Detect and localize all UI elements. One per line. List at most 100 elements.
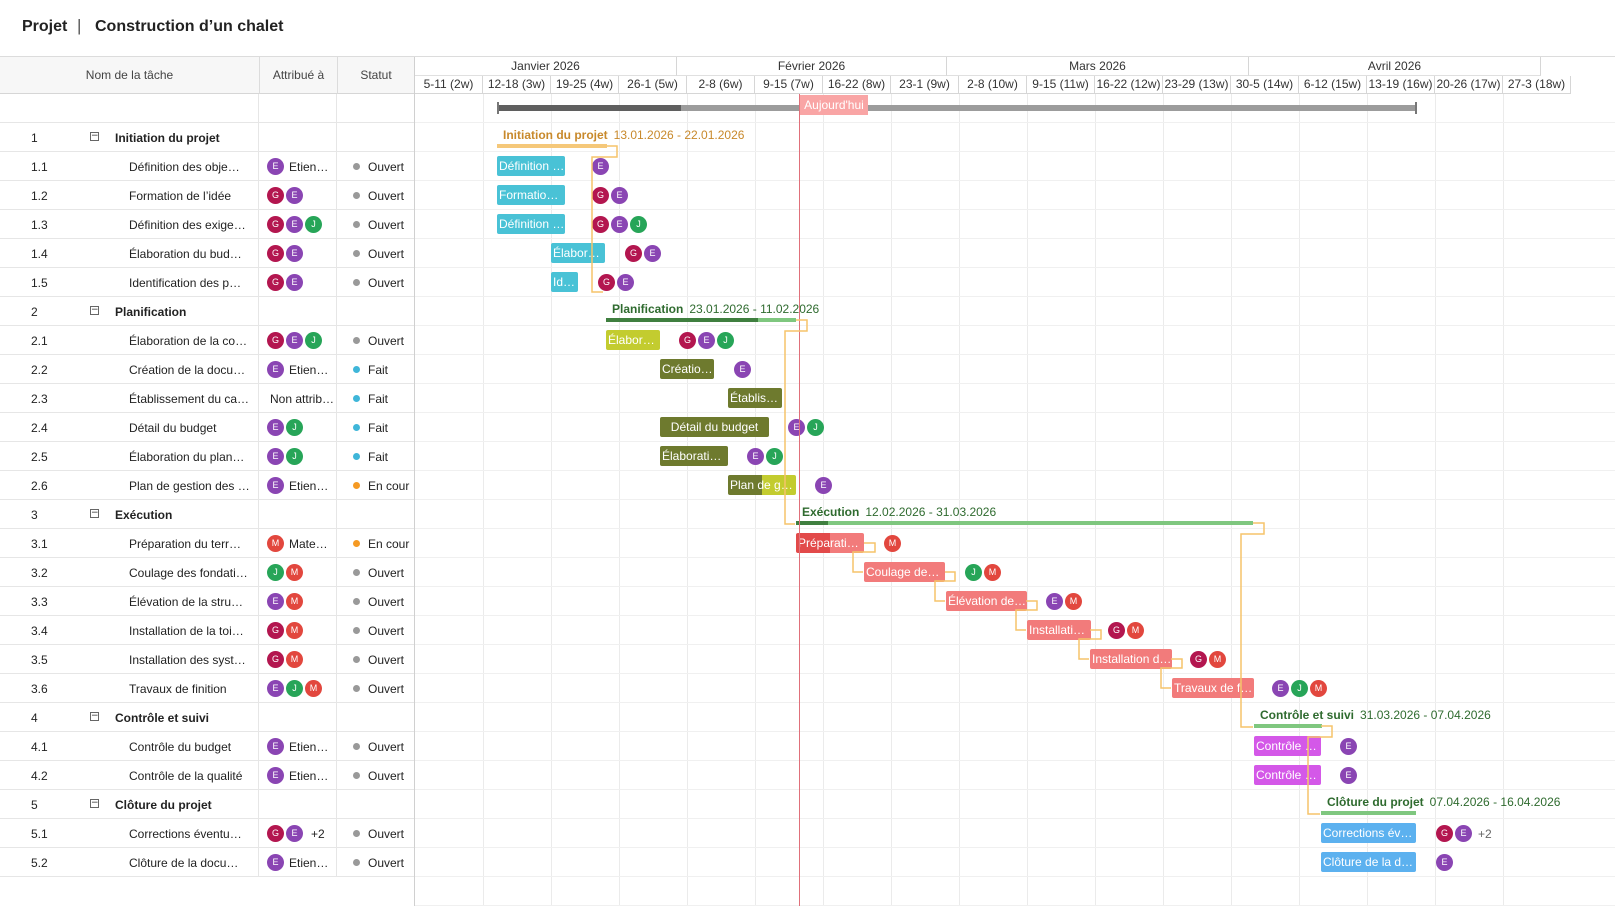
- group-row[interactable]: 4 − Contrôle et suivi: [0, 703, 414, 732]
- task-name-cell[interactable]: Définition des obje…: [68, 152, 259, 181]
- task-bar[interactable]: Corrections éve…: [1321, 823, 1416, 843]
- column-header-name[interactable]: Nom de la tâche: [0, 57, 260, 94]
- status-cell[interactable]: Fait: [337, 413, 414, 442]
- task-name-cell[interactable]: Détail du budget: [68, 413, 259, 442]
- task-row[interactable]: 5.2 Clôture de la docu… E Etien… Ouvert: [0, 848, 414, 877]
- task-bar[interactable]: Détail du budget: [660, 417, 769, 437]
- collapse-toggle-icon[interactable]: −: [90, 798, 99, 808]
- assignee-cell[interactable]: [259, 790, 337, 819]
- task-row[interactable]: 4.1 Contrôle du budget E Etien… Ouvert: [0, 732, 414, 761]
- status-cell[interactable]: Ouvert: [337, 268, 414, 297]
- dependency-link[interactable]: [852, 542, 876, 573]
- collapse-toggle-icon[interactable]: −: [90, 305, 99, 315]
- summary-bar[interactable]: [796, 521, 1253, 525]
- task-bar[interactable]: Élabora…: [606, 330, 660, 350]
- task-name-cell[interactable]: Définition des exige…: [68, 210, 259, 239]
- task-name-cell[interactable]: Formation de l’idée: [68, 181, 259, 210]
- status-cell[interactable]: Ouvert: [337, 848, 414, 877]
- task-bar[interactable]: Préparatio…: [796, 533, 864, 553]
- task-name-cell[interactable]: Élévation de la stru…: [68, 587, 259, 616]
- assignee-cell[interactable]: E Etien…: [259, 732, 337, 761]
- status-cell[interactable]: En cour: [337, 471, 414, 500]
- task-bar[interactable]: Définition …: [497, 156, 565, 176]
- task-bar[interactable]: Travaux de fi…: [1172, 678, 1254, 698]
- task-row[interactable]: 3.2 Coulage des fondati… J M Ouvert: [0, 558, 414, 587]
- column-header-assigned[interactable]: Attribué à: [260, 57, 338, 94]
- task-bar[interactable]: Élaboratio…: [660, 446, 728, 466]
- collapse-toggle-icon[interactable]: −: [90, 508, 99, 518]
- task-name-cell[interactable]: Élaboration du bud…: [68, 239, 259, 268]
- task-name-cell[interactable]: Travaux de finition: [68, 674, 259, 703]
- assignee-cell[interactable]: Non attrib…: [259, 384, 337, 413]
- dependency-link[interactable]: [784, 319, 808, 525]
- assignee-cell[interactable]: E Etien…: [259, 152, 337, 181]
- group-row[interactable]: 2 − Planification: [0, 297, 414, 326]
- status-cell[interactable]: Ouvert: [337, 819, 414, 848]
- collapse-toggle-icon[interactable]: −: [90, 711, 99, 721]
- task-row[interactable]: 1.4 Élaboration du bud… G E Ouvert: [0, 239, 414, 268]
- task-row[interactable]: 1.1 Définition des obje… E Etien… Ouvert: [0, 152, 414, 181]
- task-bar[interactable]: Créatio…: [660, 359, 714, 379]
- task-name-cell[interactable]: − Initiation du projet: [68, 123, 259, 152]
- dependency-link[interactable]: [1160, 658, 1183, 689]
- summary-bar[interactable]: [606, 318, 796, 322]
- task-name-cell[interactable]: Création de la docu…: [68, 355, 259, 384]
- task-name-cell[interactable]: Contrôle du budget: [68, 732, 259, 761]
- task-row[interactable]: 4.2 Contrôle de la qualité E Etien… Ouvert: [0, 761, 414, 790]
- task-row[interactable]: 3.5 Installation des syst… G M Ouvert: [0, 645, 414, 674]
- status-cell[interactable]: Ouvert: [337, 645, 414, 674]
- column-header-status[interactable]: Statut: [338, 57, 414, 94]
- task-row[interactable]: 1.2 Formation de l’idée G E Ouvert: [0, 181, 414, 210]
- task-bar[interactable]: Coulage des …: [864, 562, 945, 582]
- assignee-cell[interactable]: E Etien…: [259, 355, 337, 384]
- assignee-cell[interactable]: E Etien…: [259, 761, 337, 790]
- status-cell[interactable]: [337, 500, 414, 529]
- assignee-cell[interactable]: [259, 123, 337, 152]
- task-row[interactable]: 2.3 Établissement du ca… Non attrib… Fait: [0, 384, 414, 413]
- status-cell[interactable]: En cour: [337, 529, 414, 558]
- task-name-cell[interactable]: − Clôture du projet: [68, 790, 259, 819]
- task-bar[interactable]: Id…: [551, 272, 578, 292]
- task-bar[interactable]: Définition …: [497, 214, 565, 234]
- dependency-link[interactable]: [1015, 600, 1038, 631]
- task-row[interactable]: 2.4 Détail du budget E J Fait: [0, 413, 414, 442]
- group-row[interactable]: 5 − Clôture du projet: [0, 790, 414, 819]
- status-cell[interactable]: Ouvert: [337, 558, 414, 587]
- assignee-cell[interactable]: [259, 297, 337, 326]
- assignee-cell[interactable]: M Mate…: [259, 529, 337, 558]
- task-name-cell[interactable]: Identification des p…: [68, 268, 259, 297]
- task-bar[interactable]: Plan de g…: [728, 475, 796, 495]
- group-row[interactable]: 1 − Initiation du projet: [0, 123, 414, 152]
- status-cell[interactable]: Ouvert: [337, 587, 414, 616]
- assignee-cell[interactable]: E Etien…: [259, 848, 337, 877]
- task-name-cell[interactable]: Élaboration du plan…: [68, 442, 259, 471]
- task-name-cell[interactable]: Installation des syst…: [68, 645, 259, 674]
- task-row[interactable]: 3.3 Élévation de la stru… E M Ouvert: [0, 587, 414, 616]
- collapse-toggle-icon[interactable]: −: [90, 131, 99, 141]
- task-name-cell[interactable]: Établissement du ca…: [68, 384, 259, 413]
- dependency-link[interactable]: [934, 571, 956, 602]
- task-row[interactable]: 5.1 Corrections éventu… G E +2 Ouvert: [0, 819, 414, 848]
- task-name-cell[interactable]: Coulage des fondati…: [68, 558, 259, 587]
- status-cell[interactable]: Fait: [337, 384, 414, 413]
- task-name-cell[interactable]: Corrections éventu…: [68, 819, 259, 848]
- assignee-cell[interactable]: E Etien…: [259, 471, 337, 500]
- summary-bar[interactable]: [1321, 811, 1416, 815]
- summary-bar[interactable]: [1254, 724, 1322, 728]
- task-name-cell[interactable]: Plan de gestion des …: [68, 471, 259, 500]
- status-cell[interactable]: Ouvert: [337, 761, 414, 790]
- dependency-link[interactable]: [1307, 725, 1333, 815]
- status-cell[interactable]: Ouvert: [337, 210, 414, 239]
- task-name-cell[interactable]: − Planification: [68, 297, 259, 326]
- task-name-cell[interactable]: Clôture de la docu…: [68, 848, 259, 877]
- assignee-cell[interactable]: G E +2: [259, 819, 337, 848]
- status-cell[interactable]: [337, 297, 414, 326]
- task-row[interactable]: 1.5 Identification des p… G E Ouvert: [0, 268, 414, 297]
